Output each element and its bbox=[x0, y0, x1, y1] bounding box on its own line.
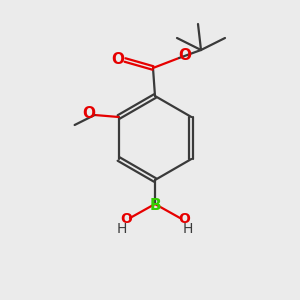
Text: O: O bbox=[178, 212, 190, 226]
Text: O: O bbox=[120, 212, 132, 226]
Text: O: O bbox=[112, 52, 124, 67]
Text: H: H bbox=[117, 222, 127, 236]
Text: H: H bbox=[183, 222, 193, 236]
Text: O: O bbox=[178, 49, 191, 64]
Text: O: O bbox=[82, 106, 95, 122]
Text: B: B bbox=[149, 197, 161, 212]
